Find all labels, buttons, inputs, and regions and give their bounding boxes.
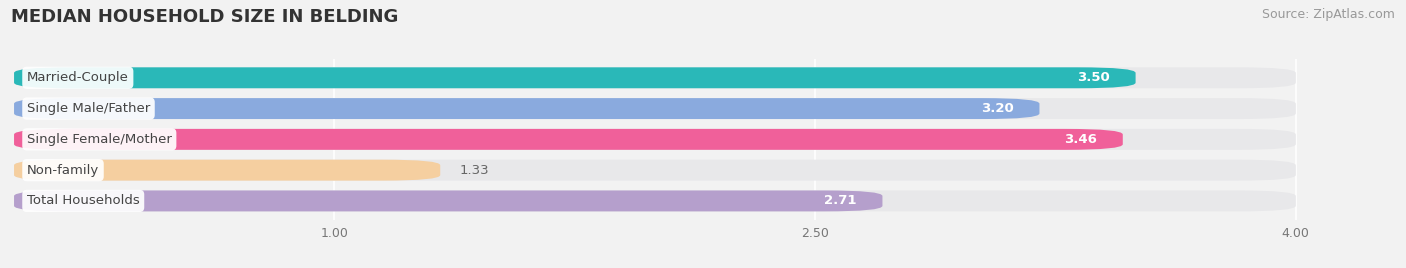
Text: Single Male/Father: Single Male/Father (27, 102, 150, 115)
FancyBboxPatch shape (14, 67, 1136, 88)
FancyBboxPatch shape (14, 191, 1296, 211)
Text: Married-Couple: Married-Couple (27, 71, 129, 84)
Text: Source: ZipAtlas.com: Source: ZipAtlas.com (1261, 8, 1395, 21)
FancyBboxPatch shape (14, 160, 440, 181)
Text: 3.50: 3.50 (1077, 71, 1109, 84)
FancyBboxPatch shape (14, 160, 1296, 181)
FancyBboxPatch shape (14, 191, 883, 211)
FancyBboxPatch shape (14, 98, 1039, 119)
Text: 1.33: 1.33 (460, 164, 489, 177)
FancyBboxPatch shape (14, 67, 1296, 88)
Text: Total Households: Total Households (27, 194, 139, 207)
Text: 2.71: 2.71 (824, 194, 856, 207)
Text: Non-family: Non-family (27, 164, 100, 177)
Text: 3.46: 3.46 (1064, 133, 1097, 146)
FancyBboxPatch shape (14, 129, 1296, 150)
Text: 3.20: 3.20 (981, 102, 1014, 115)
FancyBboxPatch shape (14, 98, 1296, 119)
Text: Single Female/Mother: Single Female/Mother (27, 133, 172, 146)
FancyBboxPatch shape (14, 129, 1123, 150)
Text: MEDIAN HOUSEHOLD SIZE IN BELDING: MEDIAN HOUSEHOLD SIZE IN BELDING (11, 8, 399, 26)
